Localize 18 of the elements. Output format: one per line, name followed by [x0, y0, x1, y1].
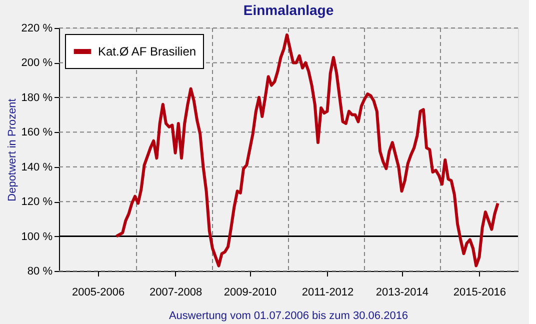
y-tick-label: 100 %: [21, 230, 53, 243]
y-tick-label: 220 %: [21, 22, 53, 34]
x-tick-label: 2015-2016: [453, 286, 506, 298]
y-axis-title: Depotwert in Prozent: [6, 98, 18, 202]
y-tick-label: 200 %: [21, 57, 53, 70]
x-tick-label: 2009-2010: [224, 286, 277, 298]
chart-title: Einmalanlage: [243, 2, 334, 18]
x-tick-label: 2013-2014: [376, 286, 429, 298]
text: Auswertung vom 01.07.2006 bis zum 30.06.2016: [168, 310, 408, 322]
y-tick-label: 180 %: [21, 92, 53, 104]
y-tick-label: 80 %: [27, 266, 53, 278]
legend-label: Kat.Ø AF Brasilien: [98, 44, 196, 58]
x-tick-label: 2005-2006: [72, 286, 125, 298]
y-tick-label: 140 %: [21, 161, 53, 174]
x-tick-label: 2011-2012: [302, 286, 354, 298]
y-tick-label: 160 %: [21, 126, 53, 139]
x-tick-label: 2007-2008: [149, 286, 202, 298]
y-tick-label: 120 %: [21, 196, 53, 208]
